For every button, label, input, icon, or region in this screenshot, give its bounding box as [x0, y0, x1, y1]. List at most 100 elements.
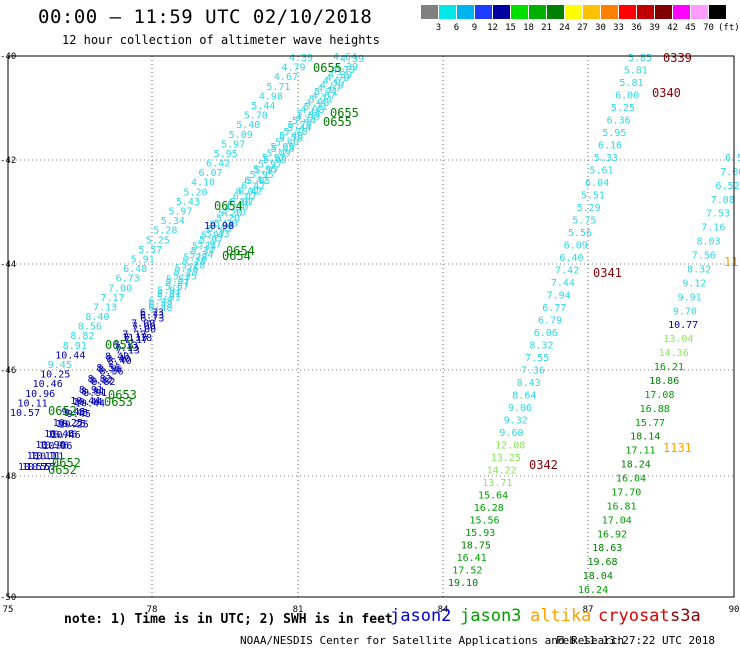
west-track-echo-label: 5.97	[258, 159, 282, 170]
west-track-echo-label: 9.45	[67, 409, 91, 420]
east-track-label: 7.55	[525, 353, 549, 364]
west-track-echo-label: 4.67	[323, 76, 347, 87]
west-track-label: 6.48	[123, 264, 147, 275]
east-track-label: 5.81	[624, 66, 648, 77]
west-track-echo-label: 10.96	[35, 440, 65, 451]
east-track-label: 18.14	[630, 432, 660, 443]
footer-timestamp: Feb 11 13:27:22 UTC 2018	[556, 634, 715, 647]
east-track-label: 5.85	[628, 53, 652, 64]
west-track-label: 5.34	[161, 216, 185, 227]
west-track-echo-label: 8.82	[91, 377, 115, 388]
west-track-echo-label: 6.07	[236, 186, 260, 197]
west-track-label: 5.97	[168, 207, 192, 218]
east-track-label: 5.56	[568, 228, 592, 239]
scale-label: 39	[649, 23, 660, 33]
east-track-label: 9.60	[499, 428, 523, 439]
page-title: 00:00 – 11:59 UTC 02/10/2018	[38, 6, 373, 28]
west-track-echo-label: 8.40	[108, 356, 132, 367]
west-track-echo-label: 9.45	[62, 407, 86, 418]
west-track-echo-label: 6.07	[233, 192, 257, 203]
east-track-label: 15.93	[465, 528, 495, 539]
east-track-label: 18.86	[649, 376, 679, 387]
west-track-label: 10.57	[10, 408, 40, 419]
west-track-echo-label: 7.13	[114, 341, 138, 352]
west-track-echo-label: 5.57	[165, 282, 189, 293]
west-track-echo-label: 5.25	[175, 264, 199, 275]
west-track-echo-label: 4.10	[227, 197, 251, 208]
scale-swatch	[637, 5, 654, 19]
west-track-echo-label: 5.57	[165, 278, 189, 289]
west-time-label: 0654	[214, 199, 243, 213]
east-track-label: 6.40	[559, 253, 583, 264]
east-track-label: 16.21	[654, 362, 684, 373]
west-track-label: 4.64	[333, 52, 357, 63]
scale-label: 42	[667, 23, 678, 33]
east-track-label: 16.88	[640, 404, 670, 415]
west-track-echo-label: 8.91	[83, 388, 107, 399]
west-track-label: 4.98	[259, 91, 283, 102]
x-tick-label: 81	[293, 605, 304, 615]
west-track-label: 10.44	[55, 350, 85, 361]
west-track-label: 8.82	[70, 331, 94, 342]
west-track-echo-label: 5.97	[197, 240, 221, 251]
west-track-echo-label: 5.95	[246, 176, 270, 187]
west-track-echo-label: 6.73	[140, 314, 164, 325]
west-track-echo-label: 5.97	[201, 230, 225, 241]
x-tick-label: 75	[3, 605, 14, 615]
west-track-echo-label: 5.97	[262, 153, 286, 164]
scale-swatch	[709, 5, 726, 19]
west-track-echo-label: 5.34	[189, 250, 213, 261]
west-track-echo-label: 4.98	[300, 105, 324, 116]
east-time-label: 11	[724, 255, 738, 269]
map-frame	[7, 55, 735, 598]
east-track-label: 18.63	[592, 543, 622, 554]
west-track-echo-label: 8.91	[79, 385, 103, 396]
east-track-label: 15.64	[478, 491, 508, 502]
west-track-echo-label: 6.73	[140, 311, 164, 322]
east-track-label: 9.70	[673, 306, 697, 317]
west-track-echo-label: 6.48	[148, 303, 172, 314]
west-track-label: 5.71	[266, 82, 290, 93]
west-track-echo-label: 5.40	[279, 131, 303, 142]
east-track-label: 13.04	[663, 334, 693, 345]
west-track-echo-label: 8.91	[81, 386, 105, 397]
east-time-label: 1131	[663, 441, 692, 455]
scale-label: 9	[471, 23, 478, 33]
west-track-label: 5.91	[131, 254, 155, 265]
west-track-label: 8.40	[85, 312, 109, 323]
east-track-label: 6.77	[542, 303, 566, 314]
west-track-label: 10.25	[40, 370, 70, 381]
east-track-label: 10.77	[668, 320, 698, 331]
east-track-label: 5.81	[619, 78, 643, 89]
west-track-label: 9.45	[48, 360, 72, 371]
west-track-echo-label: 5.70	[283, 127, 307, 138]
west-track-echo-label: 6.07	[230, 197, 254, 208]
west-track-echo-label: 8.40	[106, 354, 130, 365]
west-track-echo-label: 7.17	[122, 330, 146, 341]
east-track-label: 16.24	[578, 585, 608, 596]
west-time-label: 0652	[48, 404, 77, 418]
east-track-label: 6.5	[725, 153, 740, 164]
west-track-echo-label: 5.97	[255, 165, 279, 176]
east-track-label: 18.24	[621, 460, 651, 471]
scale-swatch	[583, 5, 600, 19]
y-tick-label: -50	[0, 593, 16, 603]
west-track-echo-label: 5.40	[275, 138, 299, 149]
scale-label: 45	[685, 23, 696, 33]
scale-swatch	[493, 5, 510, 19]
east-track-label: 19.68	[587, 557, 617, 568]
west-time-label: 0653	[105, 338, 134, 352]
west-track-echo-label: 5.20	[216, 213, 240, 224]
east-track-label: 15.77	[635, 418, 665, 429]
footer-note: note: 1) Time is in UTC; 2) SWH is in fe…	[64, 612, 393, 627]
west-track-echo-label: 10.46	[44, 429, 74, 440]
west-track-echo-label: 6.73	[140, 308, 164, 319]
west-track-echo-label: 5.57	[166, 275, 190, 286]
west-track-echo-label: 7.13	[115, 343, 139, 354]
east-time-label: 0341	[593, 266, 622, 280]
west-track-echo-label: 5.95	[250, 170, 274, 181]
east-track-label: 9.91	[678, 292, 702, 303]
west-track-echo-label: 5.95	[253, 164, 277, 175]
west-track-label: 8.91	[63, 341, 87, 352]
west-time-label: 0652	[48, 463, 77, 477]
